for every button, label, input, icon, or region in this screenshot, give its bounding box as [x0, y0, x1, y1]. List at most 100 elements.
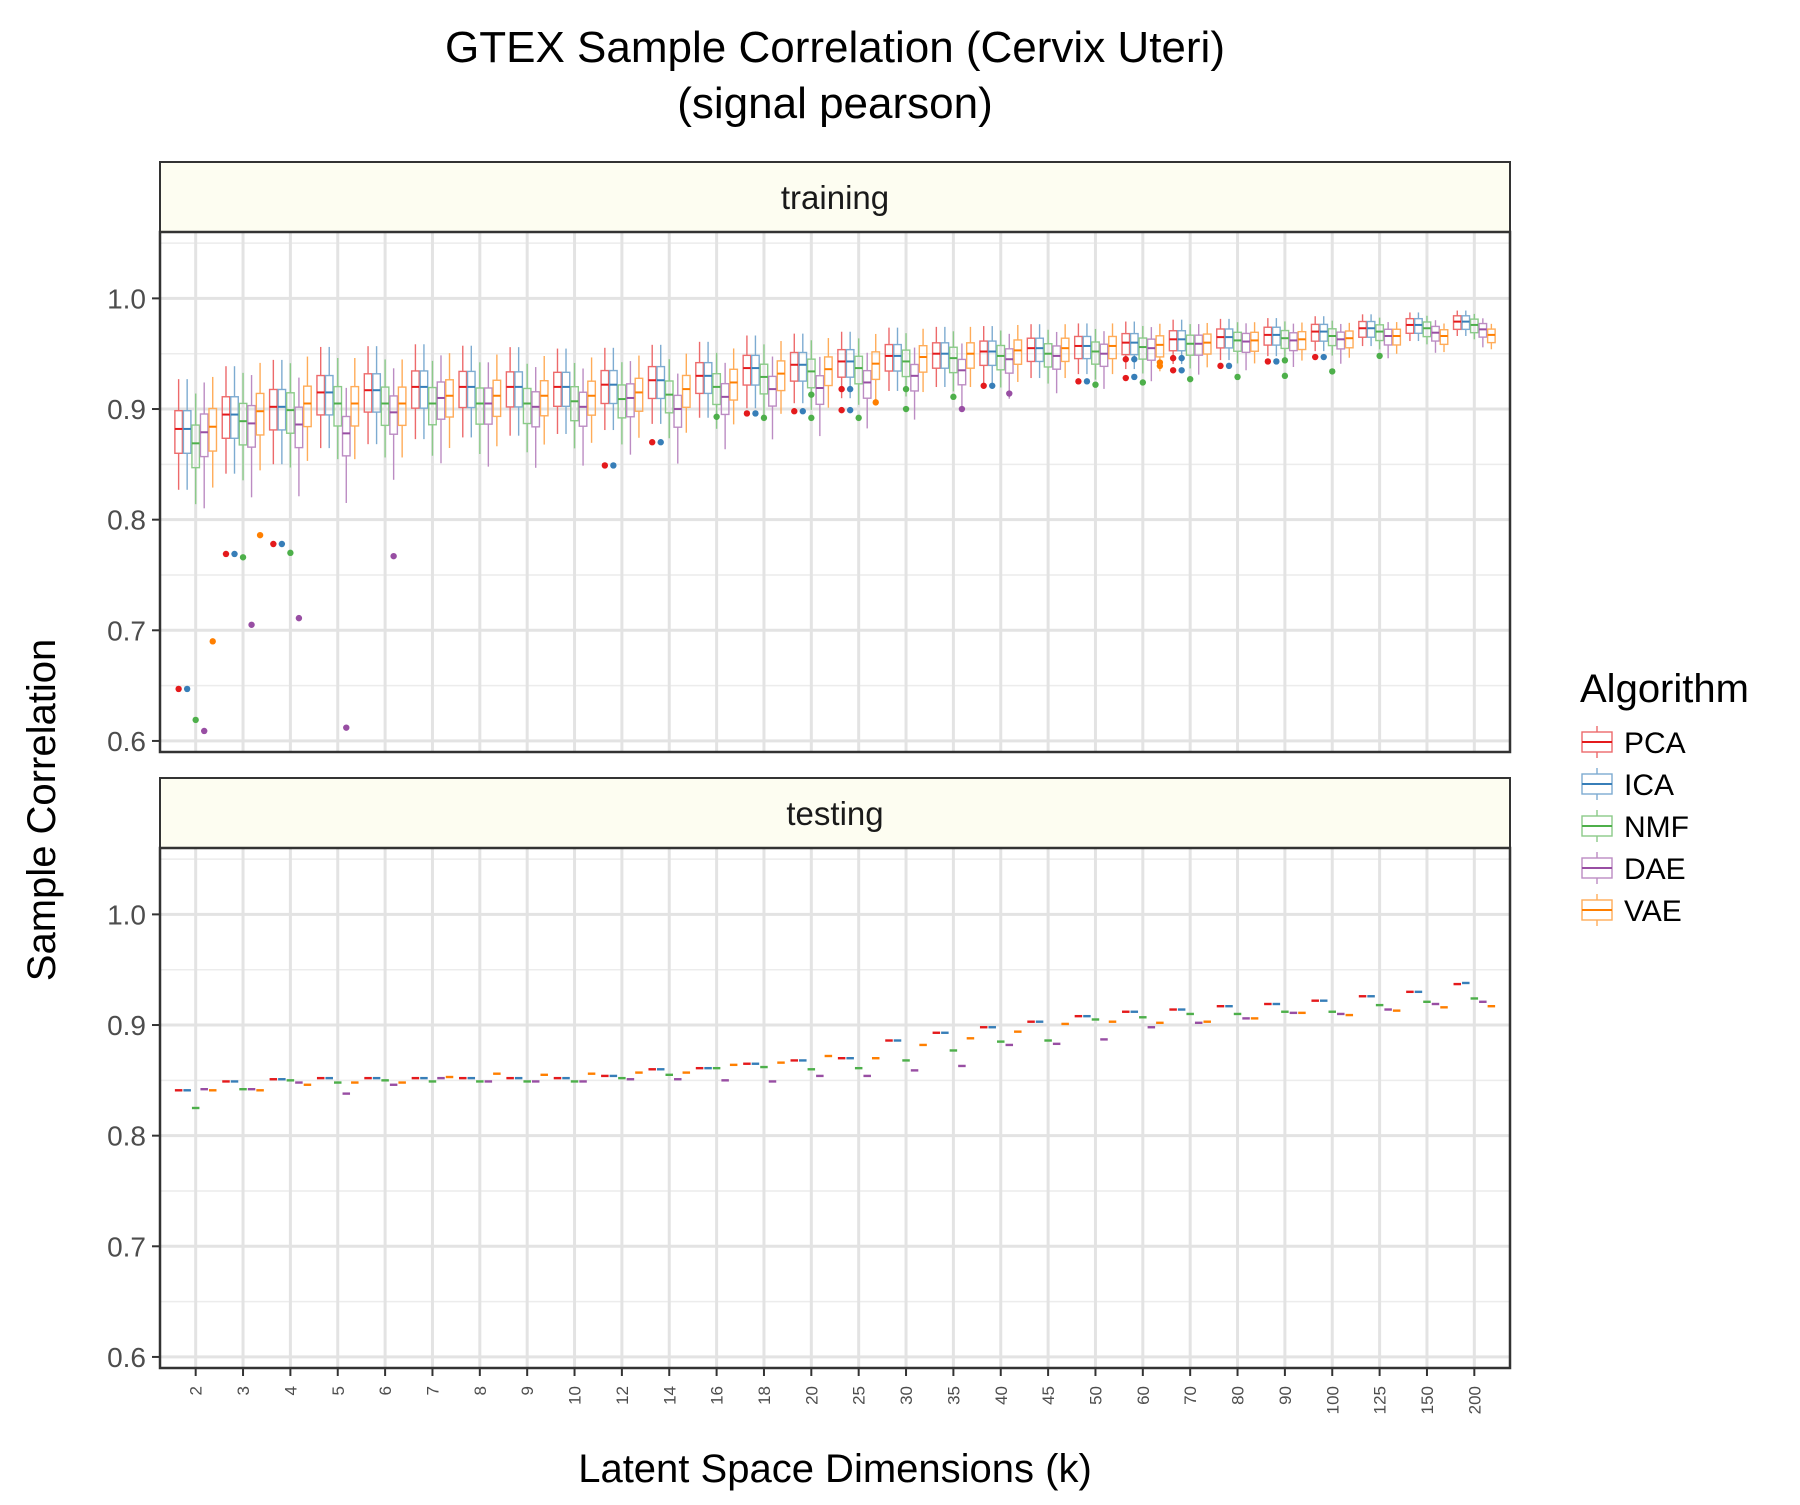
chart-title-line1: GTEX Sample Correlation (Cervix Uteri): [445, 23, 1225, 72]
box: [1439, 329, 1449, 346]
box: [1155, 335, 1165, 358]
box: [854, 355, 864, 385]
y-tick-label: 0.9: [107, 394, 146, 425]
box: [350, 385, 360, 427]
box: [720, 382, 730, 416]
box: [776, 360, 786, 392]
box: [798, 351, 808, 382]
y-tick-label: 0.8: [107, 1121, 146, 1152]
box: [948, 346, 958, 374]
outlier-point: [390, 552, 397, 560]
box: [625, 383, 635, 418]
box: [397, 386, 407, 427]
x-tick-label: 30: [897, 1386, 916, 1405]
outlier-point: [1156, 362, 1164, 370]
box: [1422, 321, 1432, 338]
box: [759, 363, 769, 395]
outlier-point: [808, 391, 815, 398]
box: [1336, 331, 1346, 350]
box: [1310, 323, 1320, 342]
x-tick-label: 5: [329, 1386, 348, 1395]
outlier-point: [1169, 367, 1177, 374]
box: [324, 374, 334, 416]
legend: Algorithm PCA ICA NMF DAE VAE: [1580, 667, 1749, 928]
outlier-point: [295, 614, 303, 622]
outlier-point: [183, 685, 191, 693]
box: [410, 370, 420, 409]
box: [1129, 332, 1139, 356]
outlier-point: [1178, 354, 1185, 362]
outlier-point: [343, 724, 350, 731]
x-tick-label: 20: [802, 1386, 821, 1405]
x-tick-label: 60: [1134, 1386, 1153, 1405]
box: [174, 409, 184, 454]
box: [845, 348, 855, 378]
box: [428, 386, 437, 426]
outlier-point: [838, 406, 845, 414]
box: [230, 396, 239, 439]
box: [1168, 330, 1178, 352]
x-tick-label: 16: [708, 1386, 727, 1405]
box: [806, 358, 816, 389]
panel-plot-area: [160, 848, 1510, 1368]
outlier-point: [1131, 373, 1138, 381]
box: [608, 369, 618, 405]
outlier-point: [1281, 357, 1289, 364]
outlier-point: [902, 385, 910, 393]
box: [768, 375, 777, 407]
box: [191, 424, 201, 469]
box: [466, 370, 476, 409]
box: [199, 413, 209, 458]
box: [1366, 320, 1376, 338]
outlier-point: [846, 385, 854, 393]
box: [1319, 323, 1329, 342]
outlier-point: [1083, 378, 1091, 385]
box: [712, 373, 722, 406]
x-tick-label: 6: [376, 1386, 395, 1395]
x-axis-title: Latent Space Dimensions (k): [578, 1447, 1092, 1491]
x-tick-label: 45: [1039, 1386, 1058, 1405]
box: [221, 396, 231, 439]
box: [901, 349, 911, 378]
x-tick-label: 2: [187, 1386, 206, 1395]
outlier-point: [1320, 353, 1327, 361]
panel-plot-area: [160, 232, 1510, 752]
box: [1288, 332, 1298, 352]
outlier-point: [1186, 375, 1194, 383]
box: [1233, 331, 1242, 352]
box: [789, 351, 799, 382]
box: [389, 395, 399, 435]
outlier-point: [713, 413, 720, 420]
box: [1383, 328, 1393, 346]
box: [815, 375, 825, 406]
box: [561, 371, 571, 408]
box: [1060, 337, 1070, 363]
outlier-point: [1131, 356, 1138, 363]
outlier-point: [1376, 352, 1383, 360]
box: [893, 343, 902, 372]
box: [302, 385, 312, 428]
box: [600, 369, 610, 405]
outlier-point: [752, 410, 759, 417]
box: [316, 374, 326, 416]
panel-training-strip: [159, 161, 1511, 233]
x-tick-label: 50: [1086, 1386, 1105, 1405]
box: [578, 391, 588, 427]
outlier-point: [610, 462, 617, 469]
x-tick-label: 14: [660, 1386, 679, 1405]
outlier-point: [1264, 358, 1272, 365]
y-tick-label: 1.0: [107, 283, 146, 314]
x-tick-label: 3: [234, 1386, 253, 1395]
box: [1280, 329, 1290, 350]
outlier-point: [958, 405, 966, 413]
y-tick-label: 0.7: [107, 1231, 146, 1262]
outlier-point: [222, 550, 230, 558]
box: [1344, 330, 1354, 349]
box: [531, 391, 541, 428]
outlier-point: [743, 410, 751, 417]
box: [333, 385, 343, 427]
legend-label-pca: PCA: [1624, 727, 1686, 760]
outlier-point: [601, 462, 609, 469]
box: [1297, 330, 1307, 351]
